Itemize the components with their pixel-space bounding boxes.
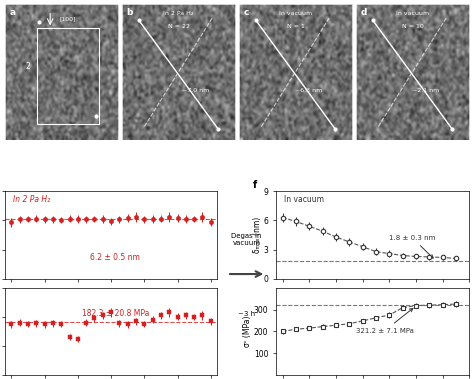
Text: Degas in
vacuum: Degas in vacuum — [231, 233, 262, 246]
Text: [100]: [100] — [59, 16, 76, 21]
Text: 2: 2 — [25, 62, 30, 71]
Text: N = 10: N = 10 — [401, 24, 423, 29]
Text: ~2.1 nm: ~2.1 nm — [412, 88, 440, 93]
Text: In vacuum: In vacuum — [283, 195, 324, 204]
Text: d: d — [360, 8, 366, 17]
Text: b: b — [126, 8, 133, 17]
Text: 321.2 ± 7.1 MPa: 321.2 ± 7.1 MPa — [356, 309, 414, 334]
Text: In vacuum: In vacuum — [279, 11, 312, 16]
Y-axis label: σᶜ (MPa): σᶜ (MPa) — [243, 316, 252, 347]
Text: N = 1: N = 1 — [287, 24, 304, 29]
Text: 182.3 ± 20.8 MPa: 182.3 ± 20.8 MPa — [82, 309, 149, 318]
Text: ~3 h: ~3 h — [238, 311, 255, 317]
Text: N = 22: N = 22 — [167, 24, 190, 29]
Text: ~7.0 nm: ~7.0 nm — [182, 88, 209, 93]
Text: f: f — [253, 180, 257, 190]
Text: 1.8 ± 0.3 nm: 1.8 ± 0.3 nm — [389, 235, 436, 258]
Y-axis label: δₘₐₓ (nm): δₘₐₓ (nm) — [253, 217, 262, 253]
Text: ~6.3 nm: ~6.3 nm — [295, 88, 323, 93]
Text: In 2 Pa H₂: In 2 Pa H₂ — [164, 11, 194, 16]
Text: 6.2 ± 0.5 nm: 6.2 ± 0.5 nm — [91, 252, 140, 262]
Text: In 2 Pa H₂: In 2 Pa H₂ — [13, 195, 50, 204]
Text: In vacuum: In vacuum — [396, 11, 429, 16]
Bar — [36, 28, 99, 124]
Text: a: a — [9, 8, 16, 17]
Text: c: c — [243, 8, 249, 17]
